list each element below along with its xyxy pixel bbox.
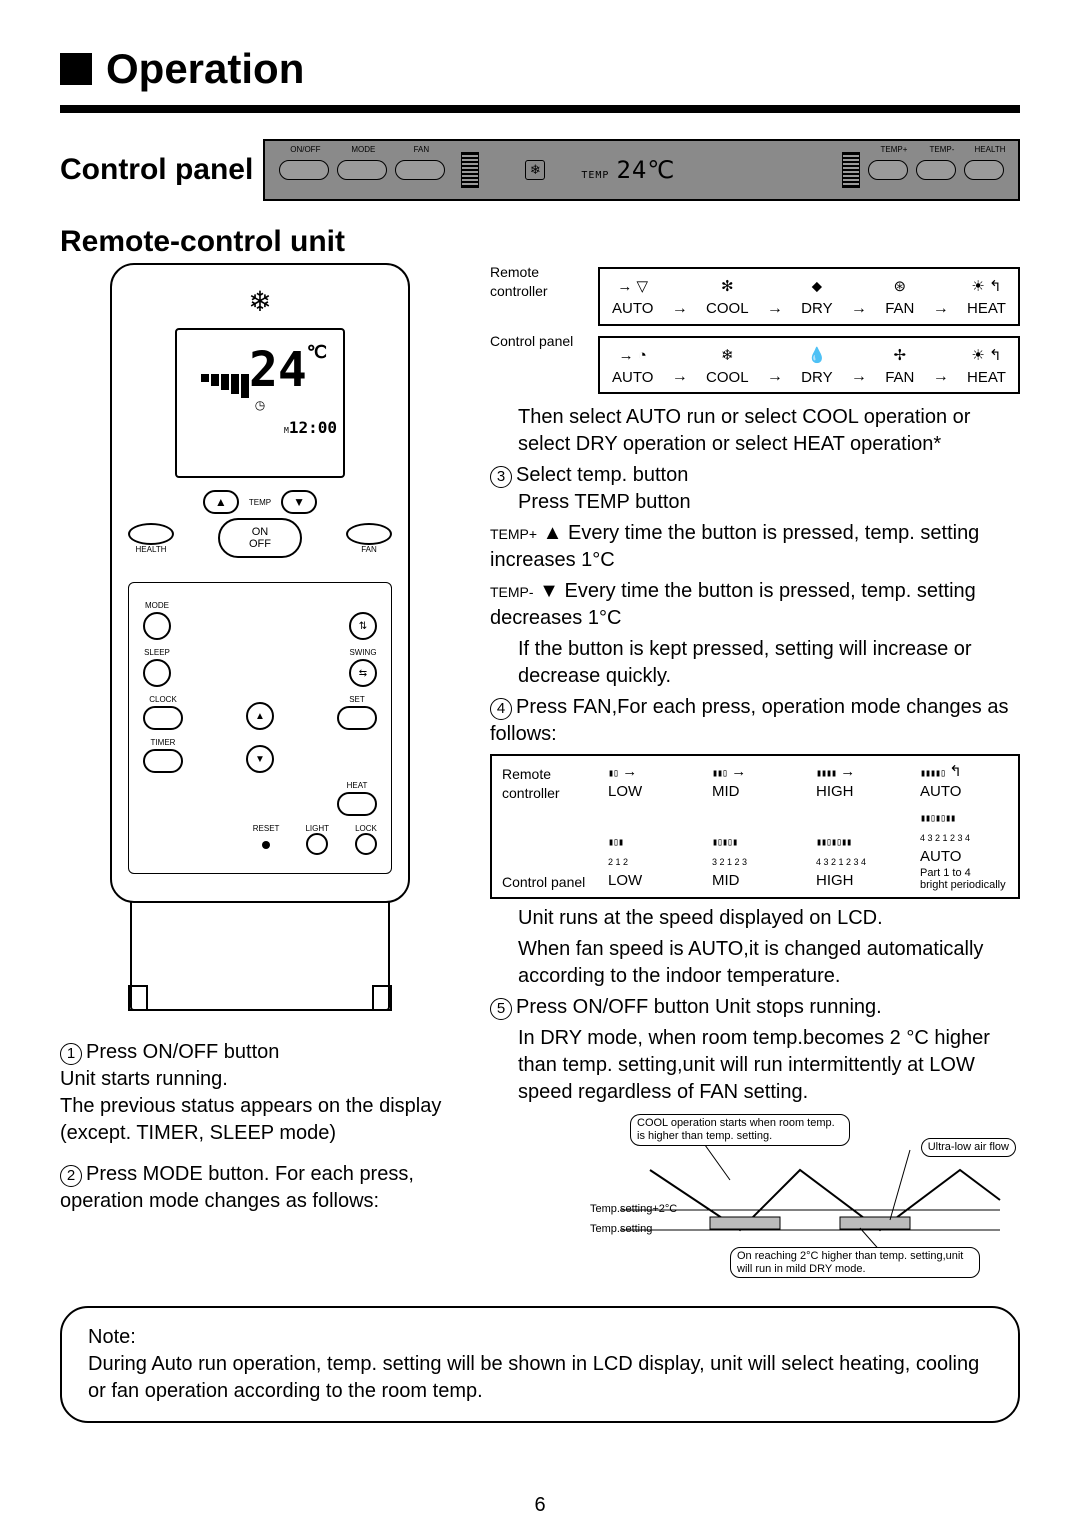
timer-up-button[interactable]: ▲ (246, 702, 274, 730)
cp-tempplus-button[interactable]: TEMP+ (868, 160, 908, 180)
mode-sequence-panel: → ◔AUTO→ ❄COOL→ 💧DRY→ ✢FAN→ ☀ ↰HEAT (598, 336, 1020, 395)
note-text: During Auto run operation, temp. setting… (88, 1353, 979, 1402)
cp-lcd-temp: TEMP 24℃ (581, 156, 675, 184)
fan-sequence-box: Remote controller ▮▯ →LOW ▮▮▯ →MID ▮▮▮▮ … (490, 754, 1020, 899)
temp-down-button[interactable]: ▼ (281, 490, 317, 514)
reset-button[interactable] (262, 841, 270, 849)
heading-bullet (60, 53, 92, 85)
modebox-remote-label: Remote controller (490, 263, 590, 301)
cp-fan-button[interactable]: FAN (395, 160, 445, 180)
remote-top-icon: ❄ (128, 285, 392, 318)
snowflake-icon: ❄ (525, 160, 545, 180)
step5: 5Press ON/OFF button Unit stops running. (490, 994, 1020, 1021)
heat-button[interactable] (337, 792, 377, 816)
temp-label: TEMP (249, 498, 271, 507)
clock-button[interactable] (143, 706, 183, 730)
cp-onoff-button[interactable]: ON/OFF (279, 160, 329, 180)
modebox-panel-label: Control panel (490, 332, 590, 351)
timer-button[interactable] (143, 749, 183, 773)
temp-plus: TEMP+ ▲ Every time the button is pressed… (490, 520, 1020, 574)
page-number: 6 (0, 1494, 1080, 1517)
cp-mode-button[interactable]: MODE (337, 160, 387, 180)
set-button[interactable] (337, 706, 377, 730)
note-box: Note: During Auto run operation, temp. s… (60, 1306, 1020, 1423)
cp-health-button[interactable]: HEALTH (964, 160, 1004, 180)
timer-down-button[interactable]: ▼ (246, 745, 274, 773)
health-button[interactable] (128, 523, 174, 545)
signal-bars (201, 374, 249, 398)
mode-sequence-remote: → ▽AUTO→ ✻COOL→ ⬥DRY→ ⊛FAN→ ☀ ↰HEAT (598, 267, 1020, 326)
remote-diagram: ❄ 24℃ ◷ M12:00 ▲ (110, 263, 410, 1011)
step4: 4Press FAN,For each press, operation mod… (490, 694, 1020, 748)
dry-diagram: COOL operation starts when room temp. is… (590, 1110, 1020, 1280)
heading-rule (60, 105, 1020, 113)
updown-button[interactable]: ⇅ (349, 612, 377, 640)
clock-icon: ◷ (183, 398, 337, 412)
page-heading: Operation (60, 45, 1020, 93)
fan-desc1: Unit runs at the speed displayed on LCD. (518, 905, 1020, 932)
mode-button[interactable] (143, 612, 171, 640)
control-panel-label: Control panel (60, 153, 253, 187)
onoff-button[interactable]: ON OFF (218, 518, 302, 558)
cp-display-seg1 (461, 152, 479, 188)
step3: 3Select temp. button Press TEMP button (490, 462, 1020, 516)
temp-minus: TEMP- ▼ Every time the button is pressed… (490, 578, 1020, 632)
step1: 1Press ON/OFF button Unit starts running… (60, 1039, 460, 1147)
cp-tempminus-button[interactable]: TEMP- (916, 160, 956, 180)
remote-lcd: 24℃ ◷ M12:00 (175, 328, 345, 478)
fan-desc2: When fan speed is AUTO,it is changed aut… (518, 936, 1020, 990)
remote-subtitle: Remote-control unit (60, 225, 1020, 259)
remote-stand (130, 901, 390, 1011)
sleep-button[interactable] (143, 659, 171, 687)
light-button[interactable] (306, 833, 328, 855)
then-select: Then select AUTO run or select COOL oper… (518, 404, 1020, 458)
remote-button-grid: MODE ⇅ SLEEP SWING⇆ CLOCK ▲ SET (128, 582, 392, 874)
step2: 2Press MODE button. For each press, oper… (60, 1161, 460, 1215)
fan-button[interactable] (346, 523, 392, 545)
note-title: Note: (88, 1326, 136, 1348)
swing-button[interactable]: ⇆ (349, 659, 377, 687)
temp-up-button[interactable]: ▲ (203, 490, 239, 514)
temp-hold: If the button is kept pressed, setting w… (518, 636, 1020, 690)
lock-button[interactable] (355, 833, 377, 855)
cp-display-seg2 (842, 152, 860, 188)
dry-desc: In DRY mode, when room temp.becomes 2 °C… (518, 1025, 1020, 1106)
heading-text: Operation (106, 45, 304, 93)
control-panel-strip: ON/OFF MODE FAN ❄ TEMP 24℃ TEMP+ TEMP- H… (263, 139, 1020, 201)
